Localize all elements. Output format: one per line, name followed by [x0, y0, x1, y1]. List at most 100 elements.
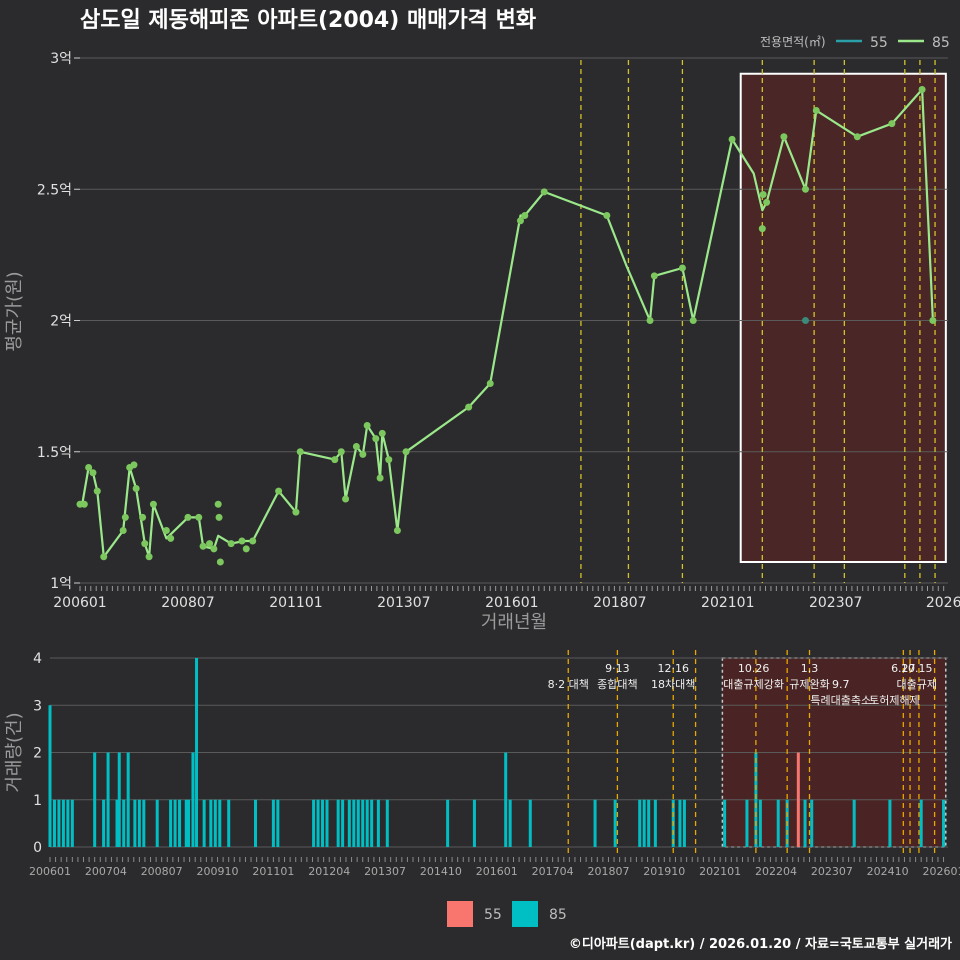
bar-85: [325, 799, 329, 847]
bar-85: [352, 799, 356, 847]
bar-85: [642, 799, 646, 847]
series-85-point: [929, 317, 937, 324]
series-85-point: [372, 435, 380, 443]
y-tick-label: 2억: [50, 314, 72, 330]
bar-85: [173, 799, 177, 847]
bar-85: [638, 799, 642, 847]
bar-85: [852, 799, 856, 847]
bar-85: [195, 658, 199, 847]
bar-85: [810, 799, 814, 847]
bar-85: [678, 799, 682, 847]
series-85-point: [678, 264, 686, 272]
bar-85: [169, 799, 173, 847]
bar-85: [385, 799, 389, 847]
bar-85: [276, 799, 280, 847]
volume-chart: 0 1 2 3 4 8·2 대책 9·13 종합대책 12·16 18차대책 10.26 대출규제강화…: [4, 650, 960, 878]
y-tick-label: 1: [33, 793, 42, 809]
bar-85: [803, 799, 807, 847]
series-85-point: [145, 553, 153, 561]
bar-85: [356, 799, 360, 847]
bar-55: [796, 752, 800, 847]
bar-85: [776, 799, 780, 847]
x-tick-label: 201101: [252, 865, 294, 878]
series-85-point: [89, 469, 97, 477]
policy-annotation: 10.26: [738, 662, 770, 675]
bar-85: [723, 799, 727, 847]
bar-85: [682, 799, 686, 847]
series-85-point: [376, 474, 384, 482]
policy-annotation: 9·13: [605, 662, 630, 675]
policy-annotation: 18차대책: [651, 678, 695, 691]
series-85-point: [227, 540, 235, 548]
bar-85: [126, 752, 130, 847]
series-85-point: [393, 527, 401, 534]
x-tick-label: 201307: [377, 595, 430, 611]
bar-85: [271, 799, 275, 847]
bar-85: [446, 799, 450, 847]
x-tick-label: 200910: [197, 865, 239, 878]
bar-85: [336, 799, 340, 847]
bar-85: [142, 799, 146, 847]
series-85-point: [210, 545, 218, 553]
policy-annotation: 종합대책: [597, 678, 637, 691]
legend-top: 전용면적(㎡) 55 85: [760, 35, 950, 51]
series-85-point: [80, 500, 88, 508]
series-85-point: [215, 513, 223, 521]
bar-85: [209, 799, 213, 847]
series-85-point: [888, 120, 896, 128]
legend-bottom: 55 85: [447, 901, 567, 927]
bar-85: [52, 799, 56, 847]
legend-bar-55-swatch: [447, 901, 473, 927]
series-85-point: [206, 540, 214, 548]
series-85-point: [214, 500, 222, 508]
series-85-point: [758, 225, 766, 233]
y-tick-label: 2.5억: [37, 182, 72, 198]
bar-85: [115, 799, 119, 847]
series-85-point: [763, 198, 771, 206]
bar-85: [137, 799, 141, 847]
legend-bar-85-label: 85: [549, 907, 567, 923]
series-85-point: [249, 537, 257, 545]
bar-85: [254, 799, 258, 847]
series-85-point: [216, 558, 224, 566]
series-85-point: [521, 212, 529, 219]
legend-bar-55-label: 55: [484, 907, 502, 923]
x-tick-label: 202307: [809, 595, 862, 611]
x-tick-label: 201101: [269, 595, 322, 611]
series-85-point: [167, 534, 175, 542]
series-85-point: [540, 188, 548, 196]
bar-85: [745, 799, 749, 847]
series-85-point: [238, 537, 246, 545]
x-tick-label: 200807: [141, 865, 183, 878]
bar-85: [66, 799, 70, 847]
bar-85: [504, 752, 508, 847]
y-tick-label: 3: [33, 698, 42, 714]
x-tick-label: 201601: [476, 865, 518, 878]
series-85-point: [199, 542, 207, 550]
x-tick-label: 202410: [867, 865, 909, 878]
bar-85: [508, 799, 512, 847]
series-85-point: [689, 317, 697, 324]
series-85-point: [292, 508, 300, 516]
bar-85: [213, 799, 217, 847]
x-tick-label: 202101: [701, 595, 754, 611]
bar-85: [758, 799, 762, 847]
series-85-point: [759, 191, 767, 198]
bar-85: [316, 799, 320, 847]
bar-85: [942, 799, 946, 847]
series-85-point: [780, 133, 788, 141]
y-tick-label: 3억: [50, 51, 72, 67]
bar-85: [178, 799, 182, 847]
x-tick-label: 200601: [53, 595, 106, 611]
bar-85: [613, 799, 617, 847]
bar-85: [370, 799, 374, 847]
bar-85: [361, 799, 365, 847]
y-axis-title: 거래량(건): [4, 712, 25, 792]
series-85-point: [141, 540, 149, 548]
series-85-point: [486, 380, 494, 387]
bar-85: [155, 799, 159, 847]
series-85-point: [337, 448, 345, 456]
series-85-point: [93, 487, 101, 495]
bar-85: [653, 799, 657, 847]
series-85-point: [100, 553, 108, 561]
